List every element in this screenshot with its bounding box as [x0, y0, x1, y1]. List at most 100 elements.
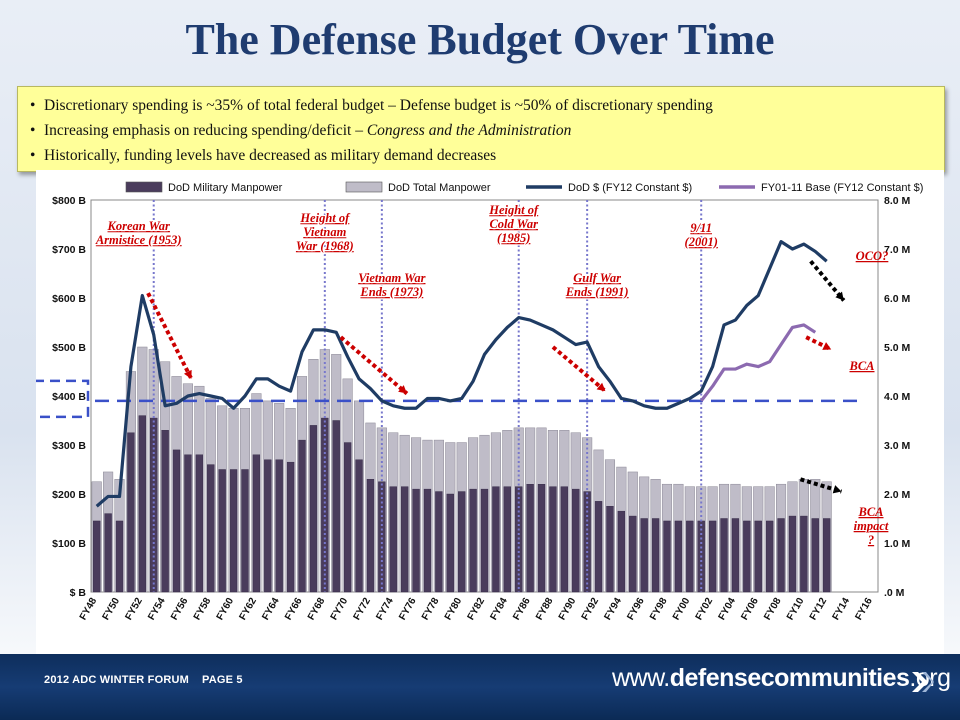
military-manpower-bar	[800, 515, 808, 593]
forecast-callout: OCO?	[856, 249, 889, 263]
military-manpower-bar	[788, 515, 797, 593]
x-tick-label: FY80	[443, 596, 465, 623]
military-manpower-bar	[93, 520, 101, 593]
forecast-callout-line: impact	[854, 519, 889, 533]
reference-highlight-box	[36, 379, 90, 419]
legend-military-manpower-swatch	[125, 181, 163, 193]
military-manpower-bar	[617, 510, 626, 593]
military-manpower-bar	[754, 520, 762, 593]
military-manpower-bar	[104, 513, 112, 593]
y-right-tick-label: 1.0 M	[884, 538, 911, 550]
event-label-text: Korean War Armistice (1953)	[95, 219, 182, 247]
x-tick-label: FY16	[853, 596, 875, 623]
military-manpower-bar	[572, 488, 580, 593]
event-label-line: Height of	[299, 211, 351, 225]
event-label-line: War (1968)	[296, 239, 354, 253]
forecast-arrow-oco	[809, 259, 846, 302]
x-tick-label: FY62	[238, 596, 260, 623]
event-label-text: 9/11 (2001)	[685, 221, 718, 249]
military-manpower-bar	[526, 484, 534, 593]
x-tick-label: FY78	[420, 596, 442, 623]
x-tick-label: FY98	[648, 596, 670, 623]
event-label-line: Cold War	[489, 217, 538, 231]
military-manpower-bar	[480, 488, 489, 593]
military-manpower-bar	[640, 518, 648, 593]
x-tick-label: FY92	[580, 596, 602, 623]
trend-arrow-bca-head	[822, 342, 832, 350]
military-manpower-bar	[241, 469, 249, 593]
legend-total-manpower-swatch	[345, 181, 383, 193]
military-manpower-bar	[606, 506, 614, 593]
x-tick-label: FY74	[374, 596, 396, 623]
trend-arrow-korea	[146, 292, 194, 380]
forecast-arrow-manpower-head	[832, 485, 842, 494]
event-label: Gulf War Ends (1991)	[563, 270, 629, 301]
note-2-italic: Congress and the Administration	[366, 122, 572, 139]
x-tick-label: FY12	[808, 596, 830, 623]
notes-list: Discretionary spending is ~35% of total …	[18, 87, 944, 168]
military-manpower-bar	[686, 520, 694, 593]
military-manpower-bar	[537, 484, 546, 593]
note-bullet-2: Increasing emphasis on reducing spending…	[30, 118, 944, 143]
trend-arrow-cold-war-head	[596, 382, 606, 392]
military-manpower-bar	[663, 520, 671, 593]
x-tick-label: FY94	[602, 596, 624, 623]
y-left-tick-label: $100 B	[52, 538, 86, 550]
military-manpower-bar	[355, 459, 363, 593]
trend-arrow-cold-war	[551, 345, 607, 393]
y-right-tick-label: 8.0 M	[884, 195, 911, 207]
military-manpower-bar	[401, 486, 409, 593]
y-left-tick-label: $600 B	[52, 293, 86, 305]
x-tick-label: FY82	[466, 596, 488, 623]
trend-arrow-vietnam-head	[398, 385, 407, 394]
military-manpower-bar	[195, 454, 204, 593]
x-tick-label: FY02	[694, 596, 716, 623]
military-manpower-bar	[172, 449, 181, 593]
event-label-line: 9/11	[690, 221, 712, 235]
military-manpower-bar	[458, 491, 466, 593]
y-left-tick-label: $700 B	[52, 244, 86, 256]
military-manpower-bar	[503, 486, 511, 593]
military-manpower-bar	[708, 520, 717, 593]
x-tick-label: FY72	[352, 596, 374, 623]
event-label-line: Gulf War	[573, 271, 621, 285]
military-manpower-bar	[423, 488, 432, 593]
logo-domain: defensecommunities	[669, 664, 910, 692]
military-manpower-bar	[549, 486, 557, 593]
event-label-text: Vietnam War Ends (1973)	[358, 271, 425, 299]
logo-prefix: www.	[612, 664, 670, 692]
budget-chart: DoD Military Manpower DoD Total Manpower D…	[36, 170, 944, 656]
military-manpower-bar	[720, 518, 728, 593]
logo-chevron-icon	[912, 672, 934, 692]
military-manpower-bar	[332, 420, 340, 593]
x-tick-label: FY96	[625, 596, 647, 623]
event-label-line: Height of	[488, 203, 540, 217]
military-manpower-bar	[469, 488, 477, 593]
y-right-tick-label: 7.0 M	[884, 244, 911, 256]
chart-svg: DoD Military Manpower DoD Total Manpower D…	[36, 181, 923, 623]
forecast-callout-line: OCO?	[856, 249, 889, 263]
note-bullet-1: Discretionary spending is ~35% of total …	[30, 93, 944, 118]
military-manpower-bar	[127, 432, 135, 593]
x-tick-label: FY58	[192, 596, 214, 623]
military-manpower-bar	[765, 520, 774, 593]
forecast-callout-line: BCA	[857, 505, 883, 519]
forecast-callout: BCA	[848, 359, 874, 373]
military-manpower-bar	[777, 518, 785, 593]
military-manpower-bar	[115, 520, 124, 593]
y-right-tick-label: 2.0 M	[884, 489, 911, 501]
y-right-tick-label: .0 M	[884, 587, 905, 599]
x-tick-label: FY14	[831, 596, 853, 623]
event-label-line: (1985)	[497, 231, 530, 245]
note-2-text: Increasing emphasis on reducing spending…	[44, 122, 367, 139]
legend-total-manpower-label: DoD Total Manpower	[388, 182, 491, 194]
event-label-text: Height of Vietnam War (1968)	[296, 211, 354, 253]
military-manpower-bar	[674, 520, 683, 593]
x-tick-label: FY68	[306, 596, 328, 623]
military-manpower-bar	[218, 469, 226, 593]
y-left-tick-label: $400 B	[52, 391, 86, 403]
military-manpower-bar	[286, 461, 295, 593]
military-manpower-bar	[811, 518, 819, 593]
event-label-line: Armistice (1953)	[95, 233, 182, 247]
event-label: Korean War Armistice (1953)	[94, 218, 183, 249]
